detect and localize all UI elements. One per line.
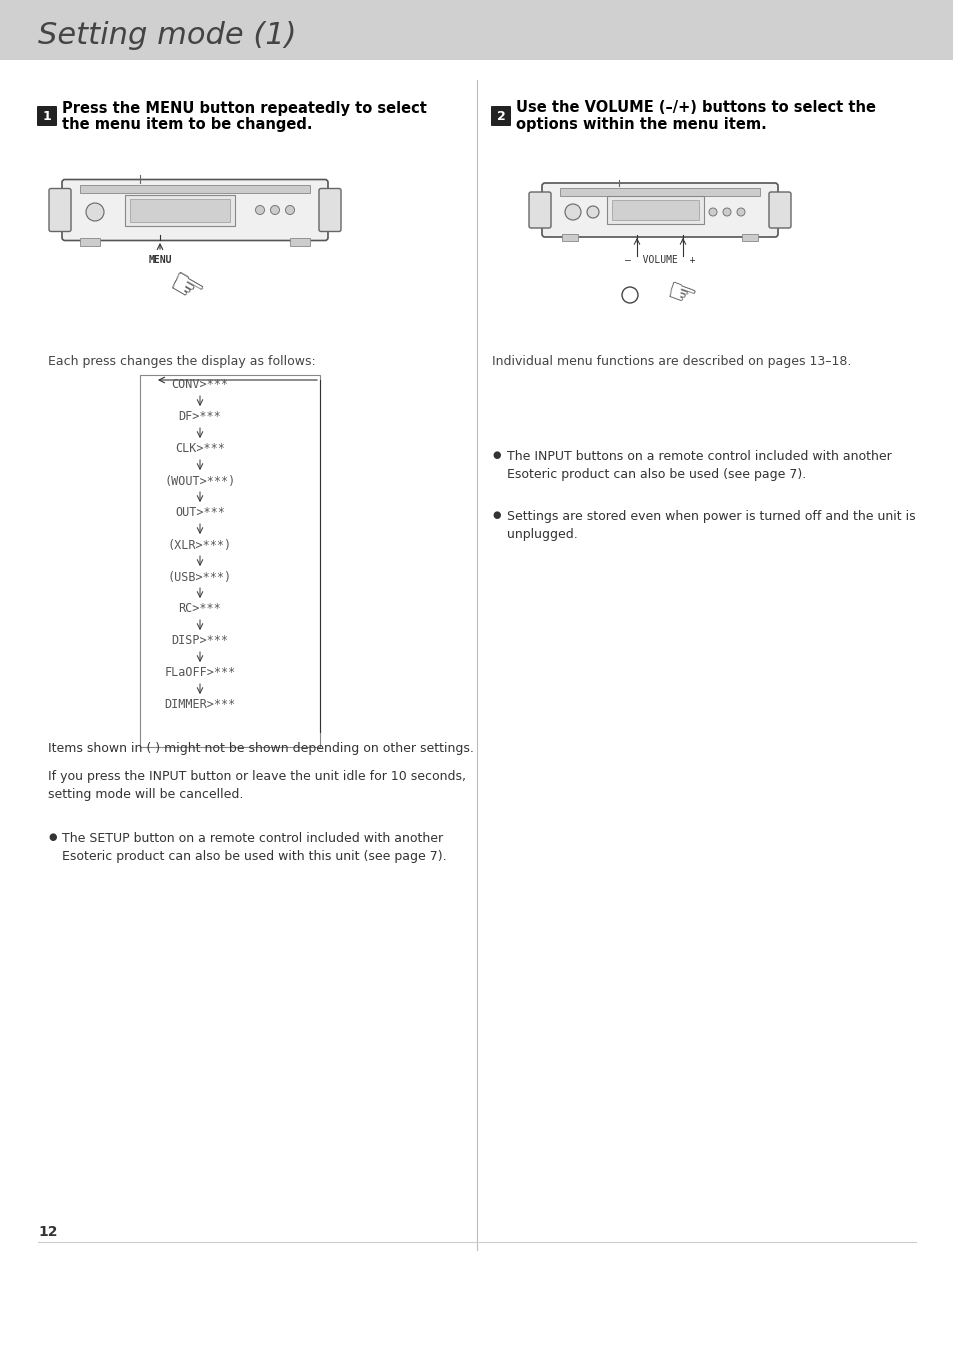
Circle shape [86,202,104,221]
Text: ☞: ☞ [160,265,210,315]
Bar [80,185,310,193]
FancyBboxPatch shape [491,107,511,126]
Text: Use the VOLUME (–/+) buttons to select the: Use the VOLUME (–/+) buttons to select t… [516,100,875,116]
Text: ●: ● [492,450,500,460]
FancyBboxPatch shape [541,184,778,238]
Bar [561,234,578,242]
Text: Press the MENU button repeatedly to select: Press the MENU button repeatedly to sele… [62,100,426,116]
Text: ●: ● [492,510,500,520]
Bar [125,194,234,225]
Text: 1: 1 [43,109,51,123]
Text: DISP>***: DISP>*** [172,634,229,648]
Text: Individual menu functions are described on pages 13–18.: Individual menu functions are described … [492,355,850,369]
Text: Items shown in ( ) might not be shown depending on other settings.: Items shown in ( ) might not be shown de… [48,743,474,755]
Bar [130,198,230,221]
Text: RC>***: RC>*** [178,602,221,616]
Text: –  VOLUME  +: – VOLUME + [624,255,695,265]
Text: FLaOFF>***: FLaOFF>*** [164,667,235,679]
Text: the menu item to be changed.: the menu item to be changed. [62,116,313,131]
Circle shape [722,208,730,216]
Text: If you press the INPUT button or leave the unit idle for 10 seconds,
setting mod: If you press the INPUT button or leave t… [48,769,465,801]
FancyBboxPatch shape [62,180,328,240]
Text: ●: ● [48,832,56,842]
Text: DF>***: DF>*** [178,410,221,424]
Bar [80,238,100,246]
FancyBboxPatch shape [37,107,57,126]
Circle shape [285,205,294,215]
Text: The SETUP button on a remote control included with another
Esoteric product can : The SETUP button on a remote control inc… [62,832,446,863]
Text: options within the menu item.: options within the menu item. [516,116,766,131]
Bar [559,188,760,196]
Text: Each press changes the display as follows:: Each press changes the display as follow… [48,355,315,369]
Text: 12: 12 [38,1224,57,1239]
Circle shape [586,207,598,217]
FancyBboxPatch shape [318,189,340,231]
Bar [290,238,310,246]
Bar [140,375,319,747]
FancyBboxPatch shape [529,192,551,228]
Text: DIMMER>***: DIMMER>*** [164,698,235,711]
FancyBboxPatch shape [49,189,71,231]
Text: Setting mode (1): Setting mode (1) [38,20,296,50]
FancyBboxPatch shape [768,192,790,228]
Text: (XLR>***): (XLR>***) [168,539,232,552]
Bar [606,196,703,224]
Text: OUT>***: OUT>*** [175,506,225,520]
Text: The INPUT buttons on a remote control included with another
Esoteric product can: The INPUT buttons on a remote control in… [506,450,891,481]
Bar [0,0,953,59]
Circle shape [255,205,264,215]
Text: (WOUT>***): (WOUT>***) [164,474,235,487]
Text: CONV>***: CONV>*** [172,378,229,392]
Circle shape [271,205,279,215]
Circle shape [708,208,717,216]
Bar [612,200,699,220]
Text: 2: 2 [497,109,505,123]
Text: (USB>***): (USB>***) [168,571,232,583]
Text: ☞: ☞ [659,274,699,316]
Text: Settings are stored even when power is turned off and the unit is
unplugged.: Settings are stored even when power is t… [506,510,915,541]
Circle shape [564,204,580,220]
Text: CLK>***: CLK>*** [175,443,225,455]
Bar [741,234,758,242]
Circle shape [737,208,744,216]
Text: MENU: MENU [148,255,172,265]
